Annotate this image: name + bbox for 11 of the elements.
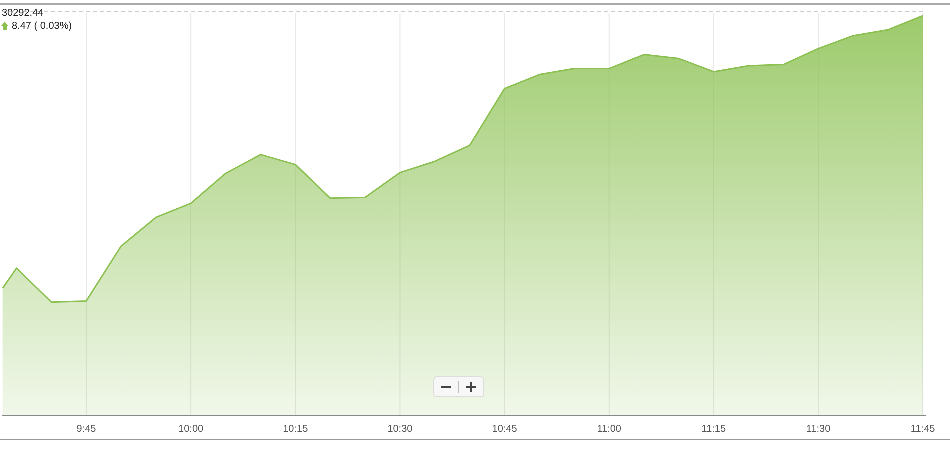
x-tick-label: 11:00 bbox=[597, 424, 622, 435]
x-tick-label: 10:30 bbox=[388, 424, 414, 435]
x-tick-label: 10:00 bbox=[178, 424, 204, 435]
annotation: 8.47 ( 0.03%) bbox=[12, 21, 72, 32]
x-tick-label: 9:45 bbox=[76, 424, 97, 435]
x-tick-label: 11:45 bbox=[910, 424, 936, 435]
x-tick-label: 10:15 bbox=[283, 424, 309, 435]
x-tick-label: 11:15 bbox=[702, 424, 726, 435]
x-tick-label: 10:45 bbox=[492, 424, 518, 435]
annotation: 30292.44 bbox=[2, 8, 44, 19]
x-tick-label: 11:30 bbox=[806, 424, 832, 435]
